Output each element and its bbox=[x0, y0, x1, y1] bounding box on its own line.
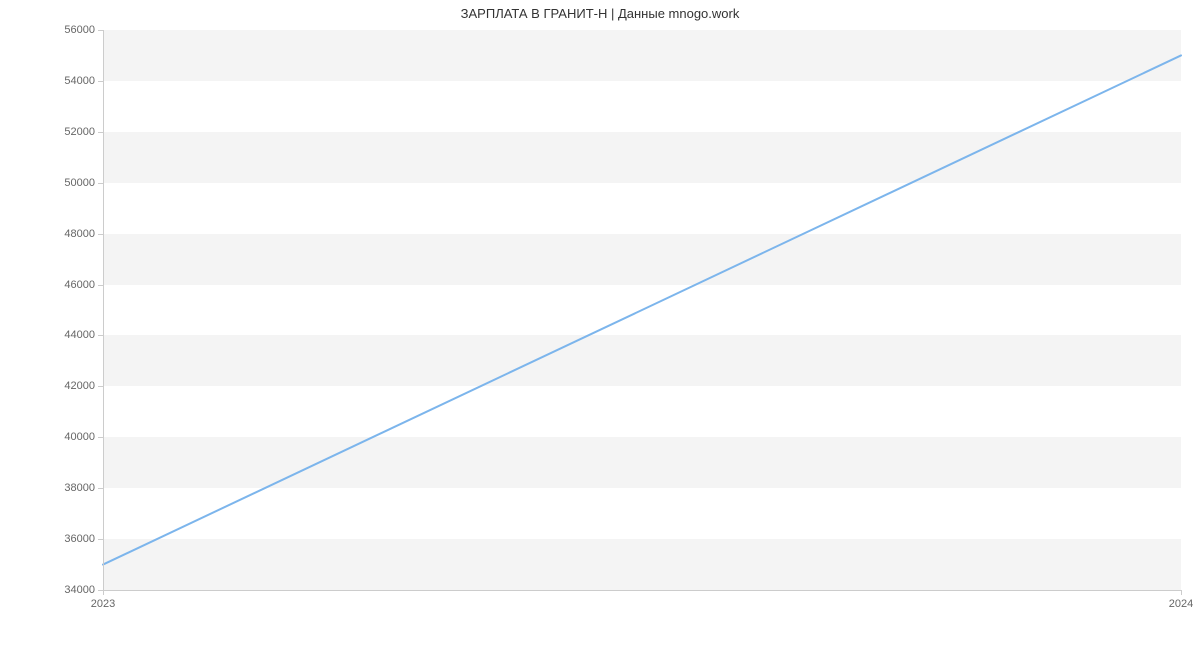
y-tick-label: 38000 bbox=[64, 482, 95, 494]
y-tick-label: 42000 bbox=[64, 380, 95, 392]
y-tick-mark bbox=[98, 132, 103, 133]
y-tick-label: 56000 bbox=[64, 24, 95, 36]
series-layer bbox=[103, 30, 1181, 590]
chart-container: ЗАРПЛАТА В ГРАНИТ-Н | Данные mnogo.work … bbox=[0, 0, 1200, 650]
y-tick-label: 34000 bbox=[64, 584, 95, 596]
series-line-salary bbox=[103, 55, 1181, 564]
y-tick-mark bbox=[98, 539, 103, 540]
x-tick-mark bbox=[103, 590, 104, 595]
y-tick-mark bbox=[98, 335, 103, 336]
y-tick-label: 36000 bbox=[64, 533, 95, 545]
x-axis-line bbox=[103, 590, 1181, 591]
y-tick-label: 48000 bbox=[64, 228, 95, 240]
y-tick-mark bbox=[98, 183, 103, 184]
y-tick-mark bbox=[98, 30, 103, 31]
y-tick-mark bbox=[98, 81, 103, 82]
y-axis-line bbox=[103, 30, 104, 590]
y-tick-label: 46000 bbox=[64, 279, 95, 291]
y-tick-mark bbox=[98, 386, 103, 387]
y-tick-label: 44000 bbox=[64, 329, 95, 341]
y-tick-mark bbox=[98, 488, 103, 489]
y-tick-label: 50000 bbox=[64, 177, 95, 189]
y-tick-label: 54000 bbox=[64, 75, 95, 87]
y-tick-mark bbox=[98, 437, 103, 438]
plot-area: 3400036000380004000042000440004600048000… bbox=[103, 30, 1181, 590]
x-tick-mark bbox=[1181, 590, 1182, 595]
y-tick-mark bbox=[98, 234, 103, 235]
y-tick-label: 52000 bbox=[64, 126, 95, 138]
x-tick-label: 2023 bbox=[91, 598, 115, 610]
x-tick-label: 2024 bbox=[1169, 598, 1193, 610]
y-tick-label: 40000 bbox=[64, 431, 95, 443]
y-tick-mark bbox=[98, 285, 103, 286]
chart-title: ЗАРПЛАТА В ГРАНИТ-Н | Данные mnogo.work bbox=[0, 6, 1200, 21]
